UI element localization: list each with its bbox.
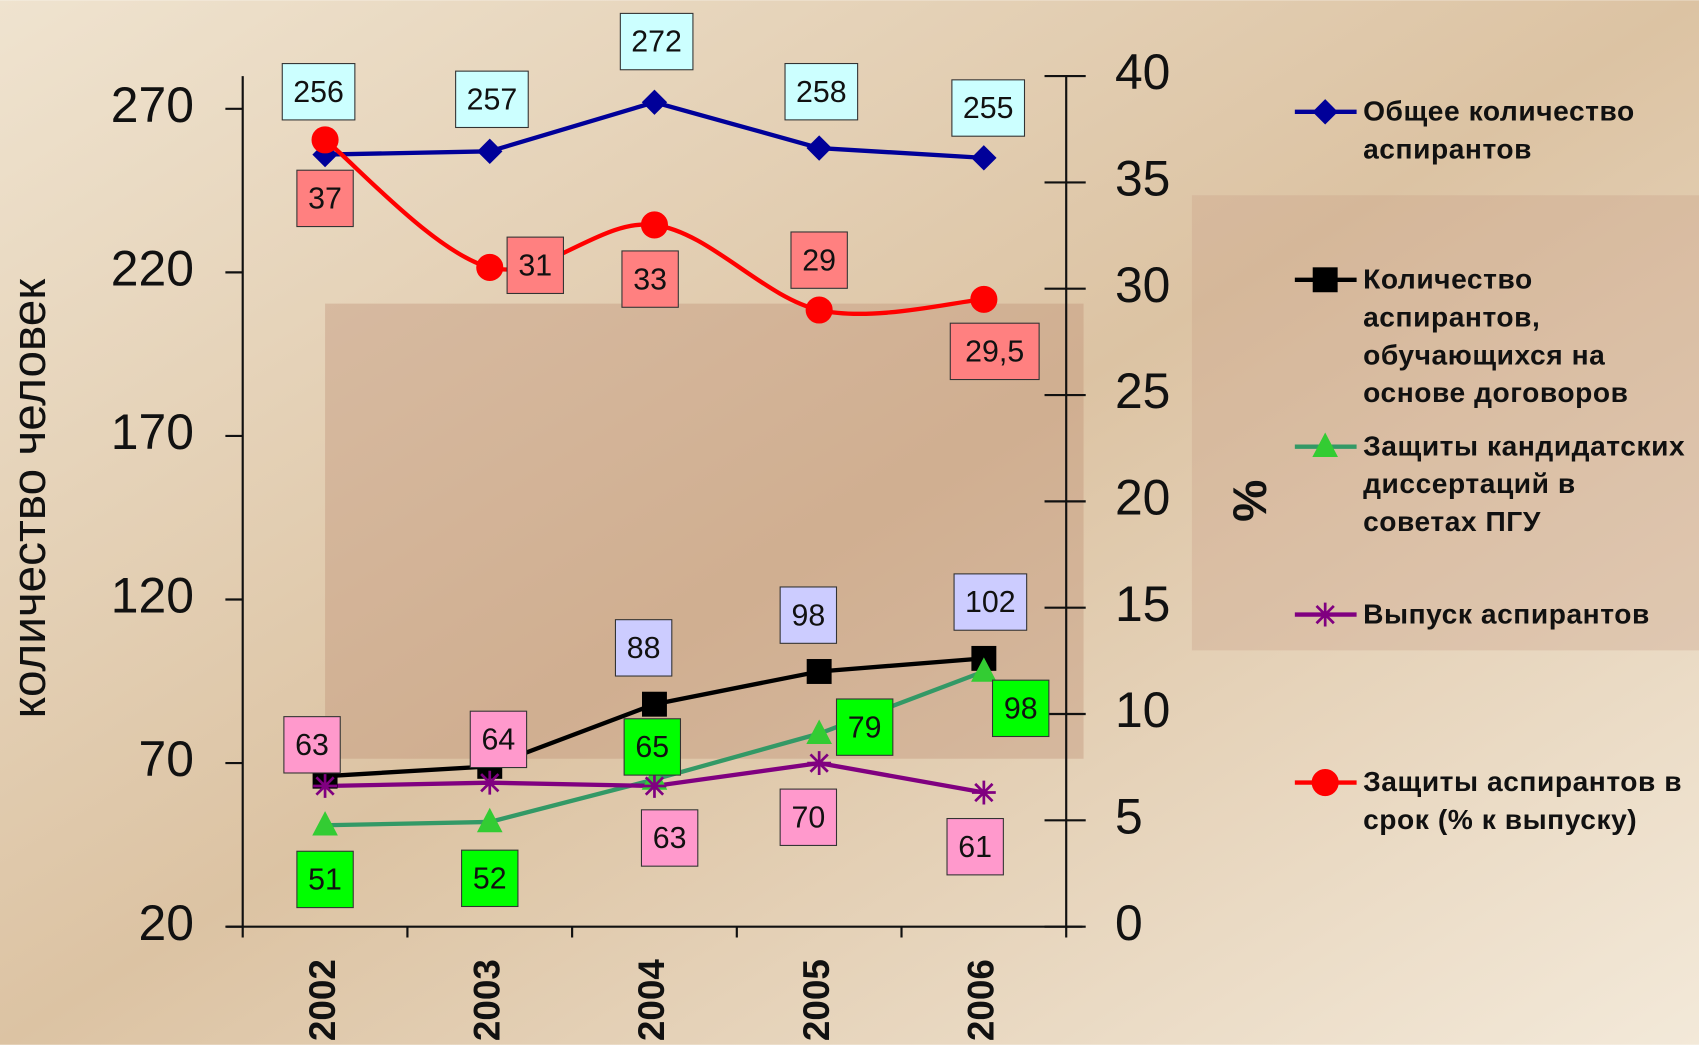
legend-item: Защиты кандидатских диссертаций в совета…	[1363, 427, 1693, 600]
data-label: 255	[963, 92, 1014, 125]
y-tick-label: 220	[111, 241, 194, 297]
y2-tick-label: 0	[1115, 895, 1143, 951]
data-label: 79	[848, 711, 882, 744]
marker	[641, 212, 667, 238]
data-label: 98	[791, 599, 825, 632]
y-tick-label: 20	[139, 895, 194, 951]
data-label: 33	[633, 263, 667, 296]
x-tick-label: 2005	[796, 959, 837, 1041]
marker	[643, 692, 667, 716]
data-label: 63	[295, 729, 329, 762]
y2-tick-label: 5	[1115, 789, 1143, 845]
legend-label: Количество аспирантов, обучающихся на ос…	[1363, 260, 1688, 412]
y2-axis-title: %	[1222, 480, 1275, 522]
y2-tick-label: 15	[1115, 576, 1170, 632]
y2-tick-label: 40	[1115, 44, 1170, 100]
legend-label: Защиты кандидатских диссертаций в совета…	[1363, 427, 1688, 541]
chart: количество человек % 2070120170220270051…	[0, 0, 1699, 1045]
legend-item: Выпуск аспирантов	[1363, 595, 1693, 768]
marker	[971, 286, 997, 312]
data-label: 29	[802, 244, 836, 277]
data-label: 31	[518, 249, 552, 282]
y-axis-title: количество человек	[3, 278, 56, 719]
data-label: 272	[631, 26, 682, 59]
marker	[643, 774, 667, 798]
data-label: 102	[965, 586, 1016, 619]
data-label: 65	[635, 731, 669, 764]
y-tick-label: 270	[111, 77, 194, 133]
legend-item: Количество аспирантов, обучающихся на ос…	[1363, 260, 1693, 433]
data-label: 258	[796, 76, 847, 109]
legend-marker	[1313, 603, 1337, 627]
page: количество человек % 2070120170220270051…	[0, 0, 1699, 1045]
data-label: 64	[482, 724, 516, 757]
data-label: 257	[467, 83, 518, 116]
data-label: 256	[293, 76, 344, 109]
marker	[313, 774, 337, 798]
legend-label: Общее количество аспирантов	[1363, 92, 1688, 168]
y2-tick-label: 30	[1115, 257, 1170, 313]
marker	[477, 254, 503, 280]
marker	[806, 297, 832, 323]
legend-item: Общее количество аспирантов	[1363, 92, 1693, 265]
y-tick-label: 70	[139, 731, 194, 787]
legend-label: Защиты аспирантов в срок (% к выпуску)	[1363, 763, 1688, 839]
x-tick-label: 2004	[631, 959, 672, 1041]
marker	[972, 781, 996, 805]
x-tick-label: 2003	[466, 959, 507, 1041]
marker	[807, 751, 831, 775]
data-label: 29,5	[965, 336, 1024, 369]
data-label: 88	[627, 632, 661, 665]
legend-label: Выпуск аспирантов	[1363, 595, 1688, 633]
data-label: 70	[791, 801, 825, 834]
y2-tick-label: 35	[1115, 151, 1170, 207]
marker	[312, 127, 338, 153]
legend-item: Защиты аспирантов в срок (% к выпуску)	[1363, 763, 1693, 936]
marker	[807, 660, 831, 684]
data-label: 98	[1004, 693, 1038, 726]
data-label: 51	[308, 864, 342, 897]
y-tick-label: 120	[111, 568, 194, 624]
y2-tick-label: 20	[1115, 470, 1170, 526]
data-label: 63	[653, 822, 687, 855]
marker	[478, 771, 502, 795]
x-tick-label: 2002	[302, 959, 343, 1041]
data-label: 37	[308, 183, 342, 216]
legend-marker	[1312, 770, 1338, 796]
y2-tick-label: 25	[1115, 363, 1170, 419]
y2-tick-label: 10	[1115, 682, 1170, 738]
y-tick-label: 170	[111, 404, 194, 460]
x-tick-label: 2006	[961, 959, 1002, 1041]
legend-marker	[1313, 268, 1337, 292]
data-label: 61	[958, 831, 992, 864]
data-label: 52	[473, 863, 507, 896]
